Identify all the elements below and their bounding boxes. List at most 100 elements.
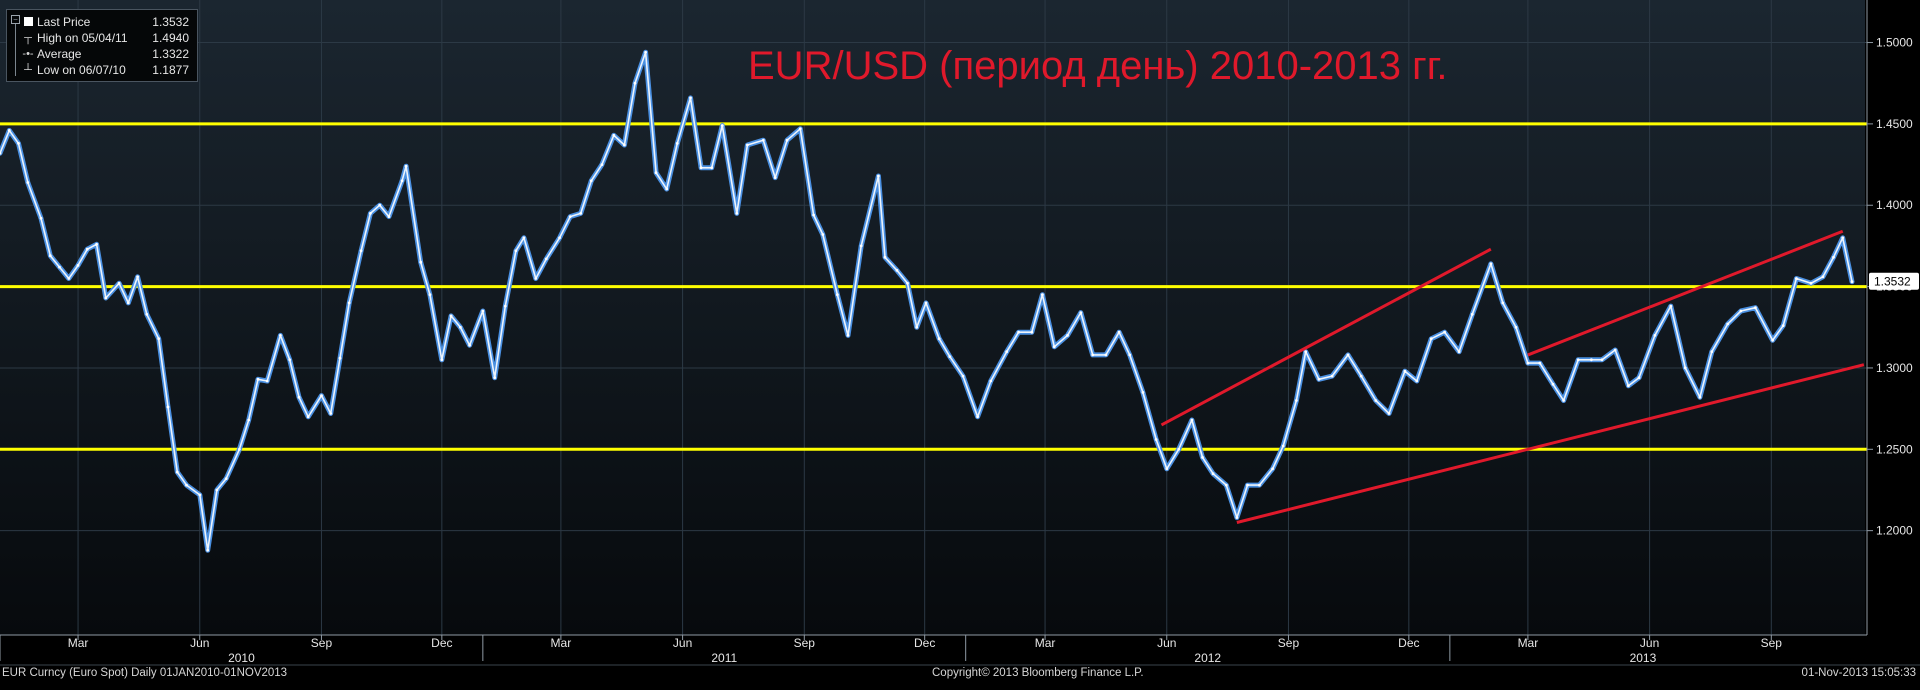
price-point (1590, 358, 1593, 362)
price-point (1683, 366, 1687, 370)
price-point (0, 151, 2, 155)
price-point (428, 293, 432, 297)
square-marker-icon (21, 15, 35, 29)
price-point (67, 277, 71, 280)
price-point (1128, 353, 1132, 357)
price-point (468, 343, 471, 347)
price-point (1489, 262, 1493, 266)
price-point (534, 277, 538, 280)
price-point (39, 216, 43, 220)
horizontal-levels (0, 122, 1867, 451)
price-point (600, 163, 604, 167)
price-point (440, 358, 444, 362)
price-point (175, 470, 179, 474)
price-point (1141, 391, 1145, 394)
x-year-label: 2012 (1194, 651, 1221, 665)
price-point (1443, 330, 1446, 334)
price-point (503, 304, 507, 308)
price-point (989, 379, 993, 383)
price-point (1271, 467, 1274, 471)
price-point (145, 312, 149, 316)
price-point (329, 412, 333, 415)
price-point (26, 181, 30, 184)
legend-item-low: ┴ Low on 06/07/10 1.1877 (7, 62, 197, 78)
x-month-label: Mar (1035, 636, 1056, 650)
price-point (85, 247, 89, 251)
collapse-icon[interactable]: − (11, 15, 20, 24)
legend-value: 1.4940 (152, 31, 189, 45)
price-point (404, 164, 408, 168)
x-month-label: Sep (1278, 636, 1300, 650)
y-tick-label: 1.4500 (1876, 117, 1913, 131)
price-point (633, 81, 637, 85)
price-point (1653, 334, 1657, 337)
price-point (104, 296, 108, 300)
price-point (1710, 350, 1714, 354)
price-point (710, 166, 714, 170)
price-point (198, 493, 202, 497)
price-series (0, 49, 1855, 553)
price-point (558, 236, 561, 240)
trend-line (1160, 247, 1492, 427)
price-point (514, 249, 518, 253)
price-point (1698, 395, 1702, 399)
price-point (1501, 301, 1505, 305)
price-point (288, 358, 292, 362)
x-month-label: Mar (1518, 636, 1539, 650)
legend-label: Average (37, 47, 82, 61)
x-year-label: 2010 (228, 651, 255, 665)
price-point (1669, 304, 1673, 308)
price-point (1052, 345, 1056, 349)
price-point (1295, 399, 1298, 402)
price-point (449, 314, 453, 318)
price-point (58, 265, 61, 269)
price-point (1850, 280, 1854, 284)
footer-security-info: EUR Curncy (Euro Spot) Daily 01JAN2010-0… (2, 667, 288, 679)
last-price-tag-label: 1.3532 (1874, 275, 1911, 289)
price-point (1809, 281, 1813, 285)
price-point (1538, 361, 1542, 365)
price-point (859, 244, 863, 248)
legend-tree-line (15, 24, 16, 76)
price-point (1739, 309, 1743, 313)
price-point (338, 356, 342, 360)
price-point (206, 548, 210, 552)
price-point (735, 212, 739, 215)
legend-value: 1.3322 (152, 47, 189, 61)
price-point (877, 174, 880, 178)
y-tick-label: 1.2000 (1876, 524, 1913, 538)
legend-item-average: -•- Average 1.3322 (7, 46, 197, 62)
price-point (1154, 438, 1158, 441)
price-point (644, 50, 647, 54)
price-point (1246, 483, 1249, 487)
price-point (948, 355, 952, 358)
price-point (1457, 350, 1461, 354)
price-point (699, 166, 703, 170)
price-point (1224, 483, 1228, 487)
trend-lines (1160, 229, 1865, 524)
chart-title: EUR/USD (период день) 2010-2013 гг. (748, 44, 1448, 88)
price-point (1637, 376, 1641, 380)
price-point (224, 477, 228, 480)
price-point (1374, 399, 1378, 402)
high-marker-icon: ┬ (24, 32, 32, 44)
price-point (136, 275, 140, 279)
price-point (117, 281, 121, 285)
price-point (589, 179, 593, 183)
price-point (654, 171, 658, 175)
price-point (1066, 334, 1069, 337)
price-point (883, 255, 887, 259)
price-point (1317, 377, 1321, 381)
x-month-label: Sep (794, 636, 816, 650)
x-month-label: Sep (311, 636, 333, 650)
price-point (1330, 374, 1334, 378)
price-point (1795, 277, 1798, 280)
price-point (1005, 350, 1009, 354)
price-point (369, 212, 372, 215)
price-point (238, 447, 241, 451)
price-point (1613, 348, 1617, 352)
price-point (256, 377, 260, 381)
trend-line (1236, 363, 1865, 524)
price-point (720, 124, 724, 127)
trend-line (1527, 229, 1844, 357)
